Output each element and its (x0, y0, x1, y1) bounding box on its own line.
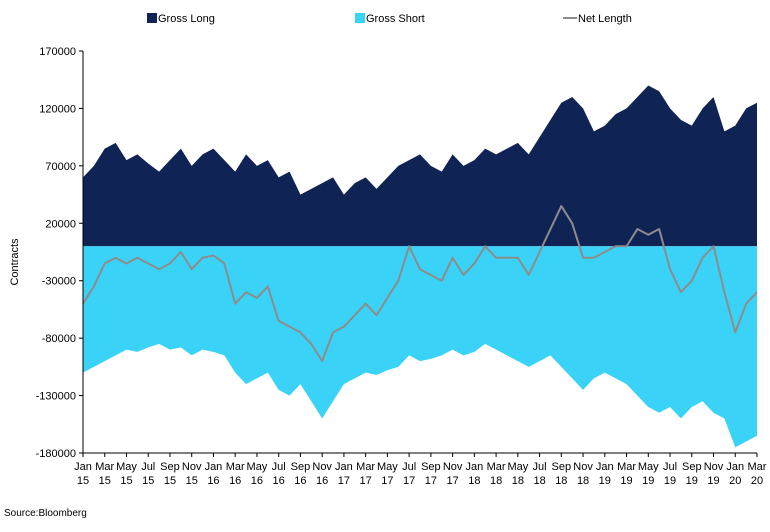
x-tick-label-year: 15 (77, 475, 89, 487)
x-tick-label-year: 19 (686, 475, 698, 487)
x-tick-label-year: 16 (251, 475, 263, 487)
x-tick-label-month: Sep (682, 461, 702, 473)
x-tick-label-month: Sep (421, 461, 441, 473)
x-tick-label-year: 16 (316, 475, 328, 487)
x-tick-label-year: 16 (229, 475, 241, 487)
x-tick-label-month: May (247, 461, 268, 473)
x-tick-label-month: Jan (465, 461, 483, 473)
x-tick-label-year: 15 (164, 475, 176, 487)
x-tick-label-month: May (377, 461, 398, 473)
x-tick-label-year: 18 (512, 475, 524, 487)
x-tick-label-year: 15 (99, 475, 111, 487)
x-tick-label-month: Sep (291, 461, 311, 473)
x-tick-label-year: 18 (533, 475, 545, 487)
y-tick-label: 20000 (45, 218, 76, 230)
x-tick-label-month: Jan (74, 461, 92, 473)
y-tick-label: 120000 (39, 103, 76, 115)
x-tick-label-year: 17 (381, 475, 393, 487)
x-tick-label-month: Jul (663, 461, 677, 473)
x-tick-label-month: Jan (205, 461, 223, 473)
x-tick-label-year: 18 (555, 475, 567, 487)
x-tick-label-year: 18 (490, 475, 502, 487)
x-tick-label-year: 16 (294, 475, 306, 487)
x-tick-label-year: 16 (207, 475, 219, 487)
x-tick-label-year: 19 (707, 475, 719, 487)
x-tick-label-month: Jan (335, 461, 353, 473)
x-tick-label-month: Jan (596, 461, 614, 473)
x-tick-label-month: Jul (533, 461, 547, 473)
x-tick-label-month: Sep (160, 461, 180, 473)
x-tick-label-year: 20 (751, 475, 763, 487)
x-tick-label-month: Nov (312, 461, 332, 473)
x-tick-label-month: Mar (748, 461, 767, 473)
y-axis-label: Contracts (9, 238, 21, 286)
x-tick-label-month: Nov (182, 461, 202, 473)
x-tick-label-year: 19 (642, 475, 654, 487)
x-tick-label-year: 16 (273, 475, 285, 487)
x-tick-label-month: Sep (552, 461, 572, 473)
x-tick-label-month: Mar (487, 461, 506, 473)
legend-swatch-gross-short (355, 13, 365, 23)
x-tick-label-year: 17 (425, 475, 437, 487)
x-tick-label-month: May (638, 461, 659, 473)
x-tick-label-year: 17 (403, 475, 415, 487)
x-tick-label-month: Jan (726, 461, 744, 473)
source-note: Source:Bloomberg (4, 508, 87, 519)
x-tick-label-year: 15 (142, 475, 154, 487)
area-gross-long (83, 85, 757, 247)
x-tick-label-year: 15 (120, 475, 132, 487)
legend-label-gross-short: Gross Short (366, 13, 425, 25)
x-tick-label-month: Jul (402, 461, 416, 473)
plot-area: 170000 120000 70000 20000 -30000 -80000 -13000… (36, 46, 767, 487)
x-tick-label-year: 19 (664, 475, 676, 487)
x-tick-label-month: Nov (443, 461, 463, 473)
x-tick-label-month: Mar (617, 461, 636, 473)
x-tick-label-month: May (507, 461, 528, 473)
x-tick-label-year: 18 (577, 475, 589, 487)
y-tick-label: -30000 (42, 276, 76, 288)
x-tick-label-month: Nov (704, 461, 724, 473)
x-tick-label-month: Mar (95, 461, 114, 473)
x-tick-label-month: Mar (356, 461, 375, 473)
y-tick-label: -130000 (36, 391, 76, 403)
series-layer (82, 85, 758, 448)
x-axis: Jan 15 Mar 15 May 15 Jul 15 Sep 15 Nov 15 Jan 16 Mar 16… (74, 452, 767, 487)
line-net-length (82, 205, 758, 363)
area-gross-short (83, 246, 757, 448)
y-axis: 170000 120000 70000 20000 -30000 -80000 -13000… (36, 46, 84, 460)
y-tick-label: -180000 (36, 448, 76, 460)
legend: Gross Long Gross Short Net Length (147, 13, 632, 25)
x-tick-label-month: Nov (573, 461, 593, 473)
x-tick-label-year: 15 (186, 475, 198, 487)
x-tick-label-year: 17 (446, 475, 458, 487)
x-tick-label-month: Jul (272, 461, 286, 473)
x-tick-label-month: Mar (226, 461, 245, 473)
y-tick-label: 170000 (39, 46, 76, 58)
x-tick-label-year: 20 (729, 475, 741, 487)
x-tick-label-month: Jul (141, 461, 155, 473)
x-tick-label-year: 19 (599, 475, 611, 487)
x-tick-label-month: May (116, 461, 137, 473)
legend-label-net-length: Net Length (578, 13, 632, 25)
x-tick-label-year: 17 (338, 475, 350, 487)
x-tick-label-year: 19 (620, 475, 632, 487)
y-tick-label: 70000 (45, 161, 76, 173)
legend-label-gross-long: Gross Long (158, 13, 215, 25)
legend-swatch-gross-long (147, 13, 157, 23)
x-tick-label-year: 18 (468, 475, 480, 487)
y-tick-label: -80000 (42, 333, 76, 345)
x-tick-label-year: 17 (360, 475, 372, 487)
